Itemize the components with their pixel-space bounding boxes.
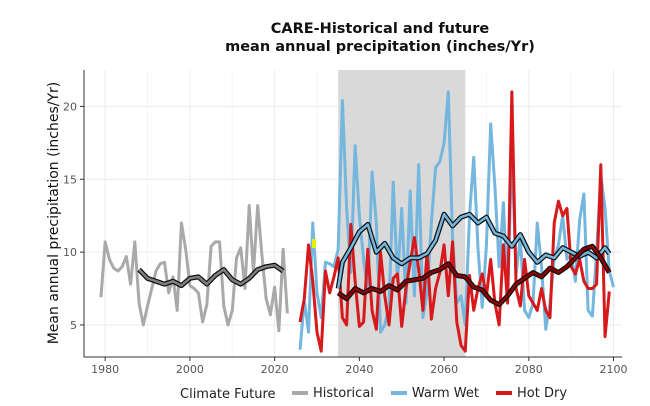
x-tick-label: 1980 <box>91 363 119 376</box>
hot-dry-moving-average-line <box>337 245 611 306</box>
x-tick-label: 2100 <box>600 363 628 376</box>
x-tick-label: 2040 <box>345 363 373 376</box>
historical-annual-line <box>99 203 289 333</box>
y-tick-label: 10 <box>63 246 77 259</box>
legend: Climate Future Historical Warm Wet Hot Dry <box>180 386 567 402</box>
hot-dry-annual-line <box>298 90 611 353</box>
title-line-2: mean annual precipitation (inches/Yr) <box>225 39 535 55</box>
y-tick-label: 5 <box>70 319 77 332</box>
x-tick-label: 2080 <box>515 363 543 376</box>
series-lines <box>99 90 615 353</box>
axis-ticks: 1980 2000 2020 2040 2060 2080 2100 5 10 15 20 <box>63 100 628 376</box>
title-line-1: CARE-Historical and future <box>270 21 490 37</box>
historical-legend-label: Historical <box>313 386 374 401</box>
hot-dry-legend-label: Hot Dry <box>517 386 567 401</box>
warm-wet-legend-label: Warm Wet <box>412 386 479 401</box>
x-tick-label: 2000 <box>176 363 204 376</box>
warm-wet-moving-average-line <box>336 212 611 289</box>
legend-title: Climate Future <box>180 387 276 402</box>
y-tick-label: 20 <box>63 100 77 113</box>
x-tick-label: 2020 <box>261 363 289 376</box>
y-axis-label: Mean annual precipitation (inches/Yr) <box>46 82 62 345</box>
x-tick-label: 2060 <box>430 363 458 376</box>
chart-title: CARE-Historical and future mean annual p… <box>0 20 650 56</box>
historical-moving-average-line <box>138 263 284 287</box>
marker-artifact <box>312 239 316 248</box>
y-tick-label: 15 <box>63 173 77 186</box>
